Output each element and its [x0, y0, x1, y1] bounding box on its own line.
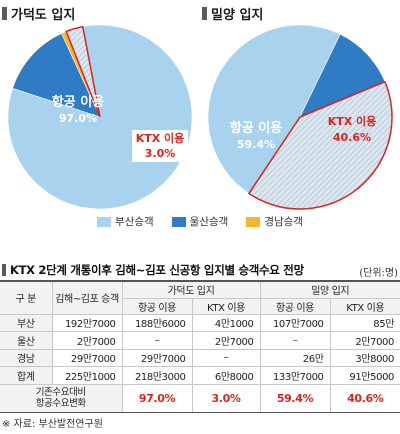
table-row: 부산 192만7000 188만6000 4만1000 107만7000 85만: [0, 314, 400, 332]
cell-a-ktx: 6만8000: [191, 366, 260, 385]
left-ktx-pct: 3.0%: [145, 147, 176, 160]
table-row-change: 기존수요대비 항공수요변화 97.0% 3.0% 59.4% 40.6%: [0, 384, 400, 413]
left-main-pct: 97.0%: [59, 112, 97, 125]
left-chart-title: 가덕도 입지: [2, 4, 75, 23]
cell-route: 192만7000: [51, 314, 122, 332]
cell-a-air: 218만3000: [121, 366, 192, 385]
right-ktx-label: KTX 이용: [328, 114, 377, 128]
cell-change-b-air: 59.4%: [259, 384, 330, 413]
legend-swatch-ulsan: [171, 216, 186, 227]
pie-slice-0: [207, 24, 341, 194]
cell-change-b-ktx: 40.6%: [329, 384, 400, 413]
legend-item-busan: 부산승객: [97, 214, 154, 229]
table-row: 합계 225만1000 218만3000 6만8000 133만7000 91만…: [0, 366, 400, 385]
right-chart-title-text: 밀양 입지: [211, 8, 264, 23]
header-b-air: 항공 이용: [259, 298, 330, 315]
pie-slice-1: [12, 33, 101, 118]
cell-route: 225만1000: [51, 366, 122, 385]
legend-swatch-busan: [97, 216, 112, 227]
legend-swatch-gyeongnam: [246, 216, 261, 227]
title-marker-icon: [2, 7, 7, 20]
cell-change-a-ktx: 3.0%: [191, 384, 260, 413]
change-label-line1: 기존수요대비: [35, 387, 86, 398]
left-ktx-label-box: [132, 130, 188, 162]
left-ktx-label: KTX 이용: [136, 131, 185, 145]
table-title: KTX 2단계 개통이후 김해~김포 신공항 입지별 승객수요 전망: [2, 262, 304, 278]
left-main-label: 항공 이용: [52, 94, 104, 110]
header-a-ktx: KTX 이용: [191, 298, 260, 315]
header-route: 김해~김포 승객: [51, 280, 122, 315]
cell-b-ktx: 85만: [329, 314, 400, 332]
cell-b-air: 107만7000: [259, 314, 330, 332]
row-label: 합계: [0, 366, 52, 385]
cell-b-air: 133만7000: [259, 366, 330, 385]
pie-slice-ktx: [247, 80, 393, 210]
cell-b-ktx: 2만7000: [329, 331, 400, 350]
row-label-change: 기존수요대비 항공수요변화: [0, 384, 122, 413]
cell-a-ktx: 2만7000: [191, 331, 260, 350]
cell-b-air: 26만: [259, 349, 330, 367]
cell-a-air: 188만6000: [121, 314, 192, 332]
table-unit: (단위:명): [359, 268, 398, 279]
left-chart-title-text: 가덕도 입지: [11, 8, 76, 23]
title-marker-icon: [202, 7, 207, 20]
cell-a-ktx: –: [191, 349, 260, 367]
right-pie-chart: 항공 이용 59.4% KTX 이용 40.6%: [207, 24, 393, 210]
legend: 부산승객 울산승객 경남승객: [0, 214, 400, 229]
title-marker-icon: [2, 264, 6, 276]
legend-label-ulsan: 울산승객: [189, 216, 229, 228]
row-label: 부산: [0, 314, 52, 332]
right-main-pct: 59.4%: [237, 138, 275, 151]
row-label: 울산: [0, 331, 52, 350]
cell-route: 29만7000: [51, 349, 122, 367]
left-pie-chart: 항공 이용 97.0% KTX 이용 3.0%: [7, 24, 193, 210]
table-row: 울산 2만7000 – 2만7000 – 2만7000: [0, 331, 400, 350]
right-main-label: 항공 이용: [230, 120, 282, 136]
legend-item-gyeongnam: 경남승객: [246, 214, 303, 229]
pie-slice-1: [299, 33, 386, 118]
table-row: 경남 29만7000 29만7000 – 26만 3만8000: [0, 349, 400, 367]
header-site-b: 밀양 입지: [259, 280, 400, 299]
cell-a-air: 29만7000: [121, 349, 192, 367]
row-label: 경남: [0, 349, 52, 367]
table-title-text: KTX 2단계 개통이후 김해~김포 신공항 입지별 승객수요 전망: [10, 263, 304, 277]
legend-label-gyeongnam: 경남승객: [264, 216, 303, 228]
header-category: 구 분: [0, 280, 52, 315]
change-label-line2: 항공수요변화: [35, 398, 86, 409]
right-chart-title: 밀양 입지: [202, 4, 263, 23]
header-a-air: 항공 이용: [121, 298, 192, 315]
cell-a-air: –: [121, 331, 192, 350]
pie-slice-ktx: [65, 25, 101, 118]
cell-route: 2만7000: [51, 331, 122, 350]
right-ktx-pct: 40.6%: [333, 131, 371, 144]
source-note: ※ 자료: 부산발전연구원: [2, 419, 103, 430]
demand-table: 구 분 김해~김포 승객 가덕도 입지 밀양 입지 항공 이용 KTX 이용 항…: [0, 280, 400, 413]
header-site-a: 가덕도 입지: [121, 280, 260, 299]
legend-item-ulsan: 울산승객: [171, 214, 229, 229]
header-b-ktx: KTX 이용: [329, 298, 400, 315]
cell-b-air: –: [259, 331, 330, 350]
cell-b-ktx: 91만5000: [329, 366, 400, 385]
cell-a-ktx: 4만1000: [191, 314, 260, 332]
legend-label-busan: 부산승객: [115, 216, 154, 228]
cell-b-ktx: 3만8000: [329, 349, 400, 367]
cell-change-a-air: 97.0%: [121, 384, 192, 413]
